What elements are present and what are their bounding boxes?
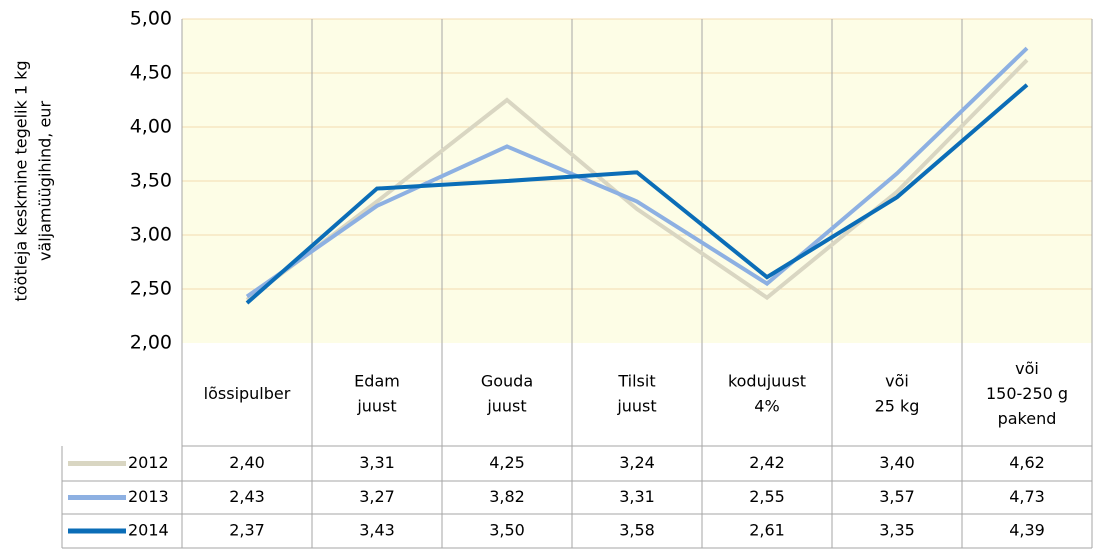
value-label: 2,61 [749,521,785,540]
value-label: 4,73 [1009,487,1045,506]
value-label: 3,57 [879,487,915,506]
x-tick-label: juust [616,397,656,416]
value-label: 3,31 [619,487,655,506]
legend-label: 2012 [128,453,169,472]
y-tick-label: 2,50 [130,278,172,300]
y-tick-label: 3,50 [130,170,172,192]
value-label: 3,43 [359,521,395,540]
value-label: 2,42 [749,453,785,472]
value-label: 3,82 [489,487,525,506]
value-label: 2,40 [229,453,265,472]
y-tick-label: 4,50 [130,62,172,84]
y-axis-label: töötleja keskmine tegelik 1 kg [12,60,31,301]
x-tick-label: 4% [754,397,779,416]
y-tick-label: 5,00 [130,8,172,30]
value-label: 3,35 [879,521,915,540]
x-tick-label: lõssipulber [204,384,291,403]
y-axis-label: väljamüügihind, eur [36,101,55,261]
value-label: 3,50 [489,521,525,540]
x-tick-label: Edam [354,372,400,391]
x-tick-label: juust [486,397,526,416]
x-tick-label: pakend [998,409,1057,428]
line-series [245,58,1029,302]
x-tick-label: Gouda [481,372,533,391]
value-label: 2,43 [229,487,265,506]
x-tick-label: või [1015,359,1039,378]
y-tick-label: 4,00 [130,116,172,138]
y-tick-label: 2,00 [130,332,172,354]
legend-label: 2013 [128,487,169,506]
value-label: 3,24 [619,453,655,472]
value-label: 3,27 [359,487,395,506]
value-label: 2,55 [749,487,785,506]
value-label: 2,37 [229,521,265,540]
value-label: 4,62 [1009,453,1045,472]
legend-label: 2014 [128,521,169,540]
x-tick-label: 25 kg [875,397,920,416]
y-tick-label: 3,00 [130,224,172,246]
value-label: 3,58 [619,521,655,540]
value-label: 3,40 [879,453,915,472]
value-label: 3,31 [359,453,395,472]
value-label: 4,39 [1009,521,1045,540]
x-tick-label: kodujuust [728,372,806,391]
x-tick-label: Tilsit [617,372,655,391]
line-series [245,46,1029,299]
value-label: 4,25 [489,453,525,472]
x-tick-label: või [885,372,909,391]
line-series [245,83,1029,305]
x-tick-label: 150-250 g [986,384,1068,403]
x-tick-label: juust [356,397,396,416]
